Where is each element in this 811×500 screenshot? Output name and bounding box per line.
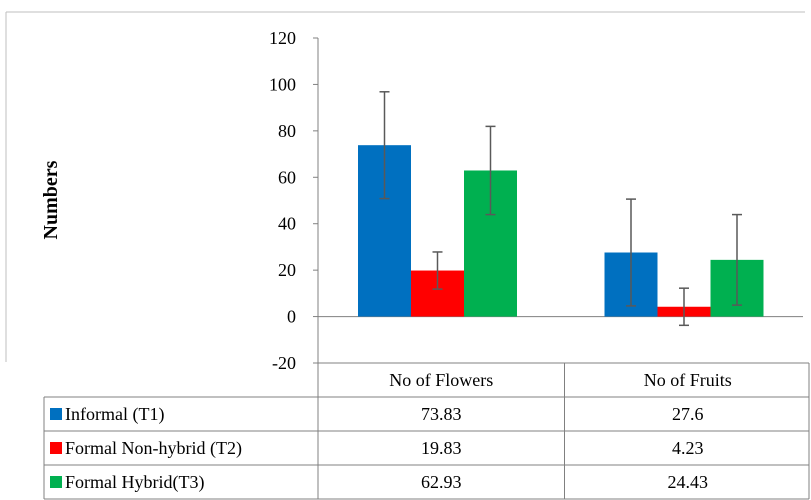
- table-value: 4.23: [672, 438, 704, 458]
- table-value: 19.83: [421, 438, 462, 458]
- y-axis-ticks: -20 0 20 40 60 80 100 120: [269, 28, 318, 373]
- legend-swatch: [50, 442, 62, 454]
- legend-swatch: [50, 476, 62, 488]
- y-tick-label: 20: [278, 260, 296, 280]
- x-category-label: No of Fruits: [644, 370, 732, 390]
- table-value: 62.93: [421, 472, 462, 492]
- x-category-label: No of Flowers: [389, 370, 493, 390]
- plot-area: [5, 11, 805, 363]
- y-tick-label: 40: [278, 214, 296, 234]
- legend-swatch: [50, 408, 62, 420]
- y-tick-label: -20: [272, 353, 296, 373]
- legend-series-name: Informal (T1): [65, 404, 164, 425]
- y-tick-label: 120: [269, 28, 296, 48]
- y-tick-label: 100: [269, 74, 296, 94]
- y-axis-label: Numbers: [40, 160, 62, 239]
- legend-series-name: Formal Non-hybrid (T2): [65, 438, 242, 459]
- y-tick-label: 60: [278, 167, 296, 187]
- table-value: 73.83: [421, 404, 462, 424]
- table-value: 27.6: [672, 404, 704, 424]
- y-tick-label: 0: [287, 307, 296, 327]
- y-tick-label: 80: [278, 121, 296, 141]
- data-table: No of Flowers No of Fruits Informal (T1) 73…: [43, 362, 810, 500]
- table-value: 24.43: [668, 472, 709, 492]
- legend-series-name: Formal Hybrid(T3): [65, 472, 204, 493]
